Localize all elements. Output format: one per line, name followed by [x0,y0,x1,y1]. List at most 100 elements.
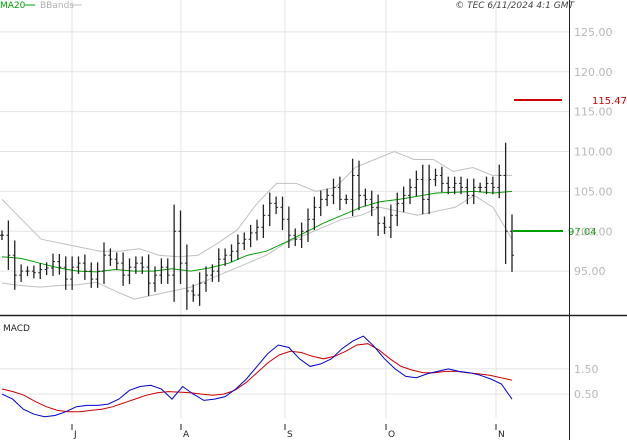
price-bar [159,258,164,284]
price-bar [503,142,508,264]
macd-tick-label: 0.50 [574,388,599,401]
price-bar [446,176,451,195]
price-bar [382,216,387,235]
price-bar [172,204,177,302]
price-bar [146,254,151,296]
price-tick-label: 110.00 [574,146,613,159]
price-bar [204,266,208,292]
price-bar [331,178,336,205]
price-bar [357,160,361,211]
month-label: O [388,430,395,440]
price-bar [38,263,43,280]
price-bar [210,264,215,282]
price-bar [376,194,381,237]
price-bar [95,262,100,288]
price-bar [184,244,189,310]
price-tick-label: 125.00 [574,26,613,39]
price-bar [197,272,202,306]
price-bar [102,242,106,284]
price-bar [401,186,406,213]
macd-signal-line [1,343,513,413]
month-label: N [498,430,505,440]
price-bar [414,170,419,197]
price-bar [44,262,49,276]
price-bar [497,164,502,199]
price-bar [70,256,75,290]
price-bar [408,178,412,205]
price-bar [395,192,400,227]
grid-lines [0,0,569,418]
price-bar [465,178,470,205]
price-bar [178,210,183,284]
price-bar [344,194,349,205]
price-bar [337,176,342,211]
price-bar [140,256,145,274]
target-low-label: 97.04 [568,227,597,238]
month-label: A [183,430,190,440]
price-bar [133,256,138,274]
ma20-line [1,190,513,273]
price-bar [89,262,94,288]
price-bar [459,176,463,195]
price-bar [76,256,81,274]
price-bar [363,188,368,207]
price-tick-label: 105.00 [574,185,613,198]
legend-ma-label: MA20 [0,1,26,11]
price-bar [286,206,291,249]
price-bar [216,248,221,282]
bb-upper-line [1,150,512,258]
price-bar [325,188,330,207]
price-bar [127,258,132,284]
price-bar [369,190,374,217]
bb-lower-line [1,194,513,300]
price-bar [82,254,87,280]
price-bar [306,208,310,243]
legend-bbands-label: BBands [40,1,74,11]
price-bar [153,266,157,292]
price-tick-label: 95.00 [574,265,606,278]
price-bar [108,248,113,266]
price-bar [235,234,240,260]
price-bar [223,248,228,266]
price-bar [51,253,55,276]
price-bar [242,232,247,251]
price-bar [19,264,24,282]
price-bar [420,164,425,215]
price-bar [350,158,355,217]
price-bar [484,176,489,195]
price-bar [490,176,495,195]
bollinger-bands [1,150,513,300]
price-bar [312,196,317,231]
price-targets: 115.47 97.04 [513,96,627,238]
price-bar [248,224,253,248]
price-bars [0,142,514,310]
price-bar [191,284,196,302]
price-bar [121,252,126,286]
price-axis-labels: 125.00 120.00 115.00 110.00 105.00 100.00 95.0… [574,26,613,278]
price-bar [452,176,457,195]
price-bar [57,253,62,275]
price-bar [439,166,444,193]
price-bar [427,164,432,215]
price-bar [0,230,4,241]
price-bar [25,266,30,276]
price-bar [229,244,234,262]
price-bar [12,240,17,290]
macd-tick-label: 1.50 [574,363,599,376]
price-bar [63,256,68,290]
price-bar [293,228,298,247]
target-high-label: 115.47 [592,96,627,107]
price-bar [31,265,36,279]
copyright-text: © TEC 6/11/2024 4:1 GMT [455,1,575,11]
price-tick-label: 120.00 [574,66,613,79]
macd-lines [0,335,569,418]
price-bar [114,252,119,270]
price-bar [478,182,483,193]
price-bar [261,204,266,239]
price-bar [318,190,323,217]
price-bar [471,178,476,205]
macd-title: MACD [3,324,30,334]
price-bar [255,219,259,241]
